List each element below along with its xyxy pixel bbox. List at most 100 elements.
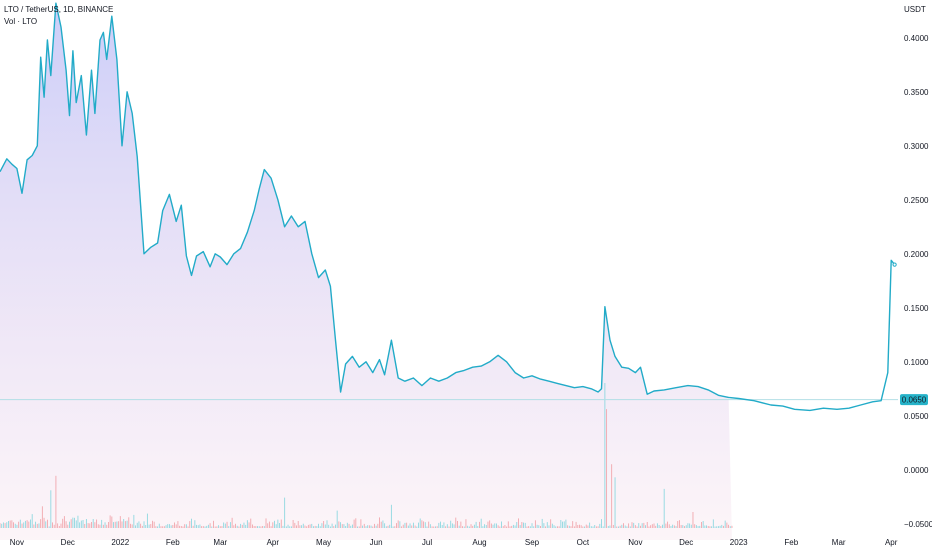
volume-bar [228, 526, 230, 528]
volume-bar [240, 523, 242, 528]
volume-bar [477, 526, 479, 528]
volume-bar [446, 524, 448, 528]
volume-bar [678, 520, 680, 528]
volume-bar [595, 526, 597, 528]
volume-bar [473, 524, 475, 528]
price-axis-tick: 0.2000 [904, 250, 929, 259]
volume-bar [526, 526, 528, 528]
volume-bar [419, 518, 421, 528]
volume-bar [102, 524, 104, 528]
volume-bar [345, 526, 347, 528]
volume-bar [170, 525, 172, 528]
volume-bar [453, 524, 455, 528]
price-axis-tick: 0.1500 [904, 304, 929, 313]
volume-bar [96, 519, 98, 528]
volume-bar [692, 512, 694, 528]
volume-bar [728, 524, 730, 528]
volume-bar [192, 525, 194, 528]
volume-bar [40, 519, 42, 528]
volume-bar [472, 525, 474, 528]
volume-bar [482, 526, 484, 528]
volume-bar [506, 526, 508, 528]
volume-bar [331, 523, 333, 528]
volume-bar [211, 526, 213, 528]
volume-bar [440, 521, 441, 528]
volume-bar [516, 522, 518, 528]
volume-bar [252, 524, 253, 528]
volume-bar [731, 525, 733, 528]
volume-bar [4, 523, 6, 528]
volume-bar [512, 524, 514, 528]
volume-bar [653, 523, 655, 528]
price-axis[interactable]: USDT 0.4000 0.3500 0.3000 0.2500 0.2000 0.150… [904, 5, 932, 529]
time-axis-tick: Feb [784, 538, 798, 547]
volume-bar [445, 526, 447, 528]
volume-bar [368, 525, 370, 528]
volume-bar [113, 522, 114, 528]
symbol-legend[interactable]: LTO / TetherUS, 1D, BINANCE [4, 5, 114, 14]
volume-bar [621, 524, 623, 528]
volume-bar [590, 526, 592, 528]
time-axis-tick: Aug [472, 538, 486, 547]
time-axis-tick: Oct [577, 538, 590, 547]
volume-bar [41, 506, 43, 529]
volume-bar [599, 523, 601, 528]
volume-bar [697, 526, 699, 528]
time-axis-tick: Nov [10, 538, 24, 547]
volume-bar [406, 522, 408, 528]
volume-bar [416, 526, 418, 528]
volume-bar [687, 523, 689, 528]
volume-bar [58, 526, 60, 528]
volume-bar [623, 523, 624, 528]
volume-bar [241, 524, 243, 528]
volume-bar [289, 526, 291, 528]
volume-bar [219, 526, 221, 528]
volume-bar [589, 522, 591, 528]
volume-legend[interactable]: Vol · LTO [4, 17, 38, 26]
volume-bar [534, 520, 536, 528]
volume-bar [223, 522, 225, 528]
volume-bar [75, 520, 77, 528]
volume-bar [690, 524, 692, 528]
volume-bar [358, 526, 360, 528]
volume-bar [274, 520, 275, 528]
volume-bar [109, 515, 111, 528]
volume-bar [668, 524, 670, 528]
volume-bar [285, 526, 287, 528]
volume-bar [607, 526, 609, 528]
volume-bar [438, 522, 440, 528]
volume-bar [611, 464, 613, 528]
time-axis[interactable]: Nov Dec 2022 Feb Mar Apr May Jun Jul Aug Sep Oct Nov… [10, 538, 898, 547]
volume-bar [685, 525, 687, 528]
volume-bar [551, 523, 553, 528]
volume-bar [675, 526, 677, 528]
volume-bar [226, 521, 228, 528]
volume-bar [518, 518, 519, 528]
volume-bar [704, 525, 706, 528]
volume-bar [133, 514, 135, 528]
volume-bar [260, 526, 262, 528]
volume-bar [36, 523, 38, 528]
volume-bar [201, 526, 203, 528]
volume-bar [336, 510, 338, 528]
price-line [0, 2, 897, 412]
volume-bar [267, 523, 269, 528]
volume-bar [275, 524, 277, 528]
volume-bar [196, 524, 197, 528]
volume-bar [463, 526, 465, 528]
volume-bar [243, 522, 245, 528]
price-axis-tick: 0.0500 [904, 412, 929, 421]
volume-bar [428, 521, 430, 528]
volume-bar [304, 525, 306, 528]
volume-bar [726, 522, 728, 528]
volume-bar [206, 525, 208, 528]
volume-bar [431, 526, 433, 528]
volume-bar [290, 526, 292, 528]
volume-bar [363, 523, 365, 528]
volume-bar [146, 513, 148, 528]
time-axis-tick: Jul [422, 538, 432, 547]
volume-bar [451, 523, 453, 528]
volume-bar [348, 523, 350, 528]
volume-bar [167, 524, 169, 528]
